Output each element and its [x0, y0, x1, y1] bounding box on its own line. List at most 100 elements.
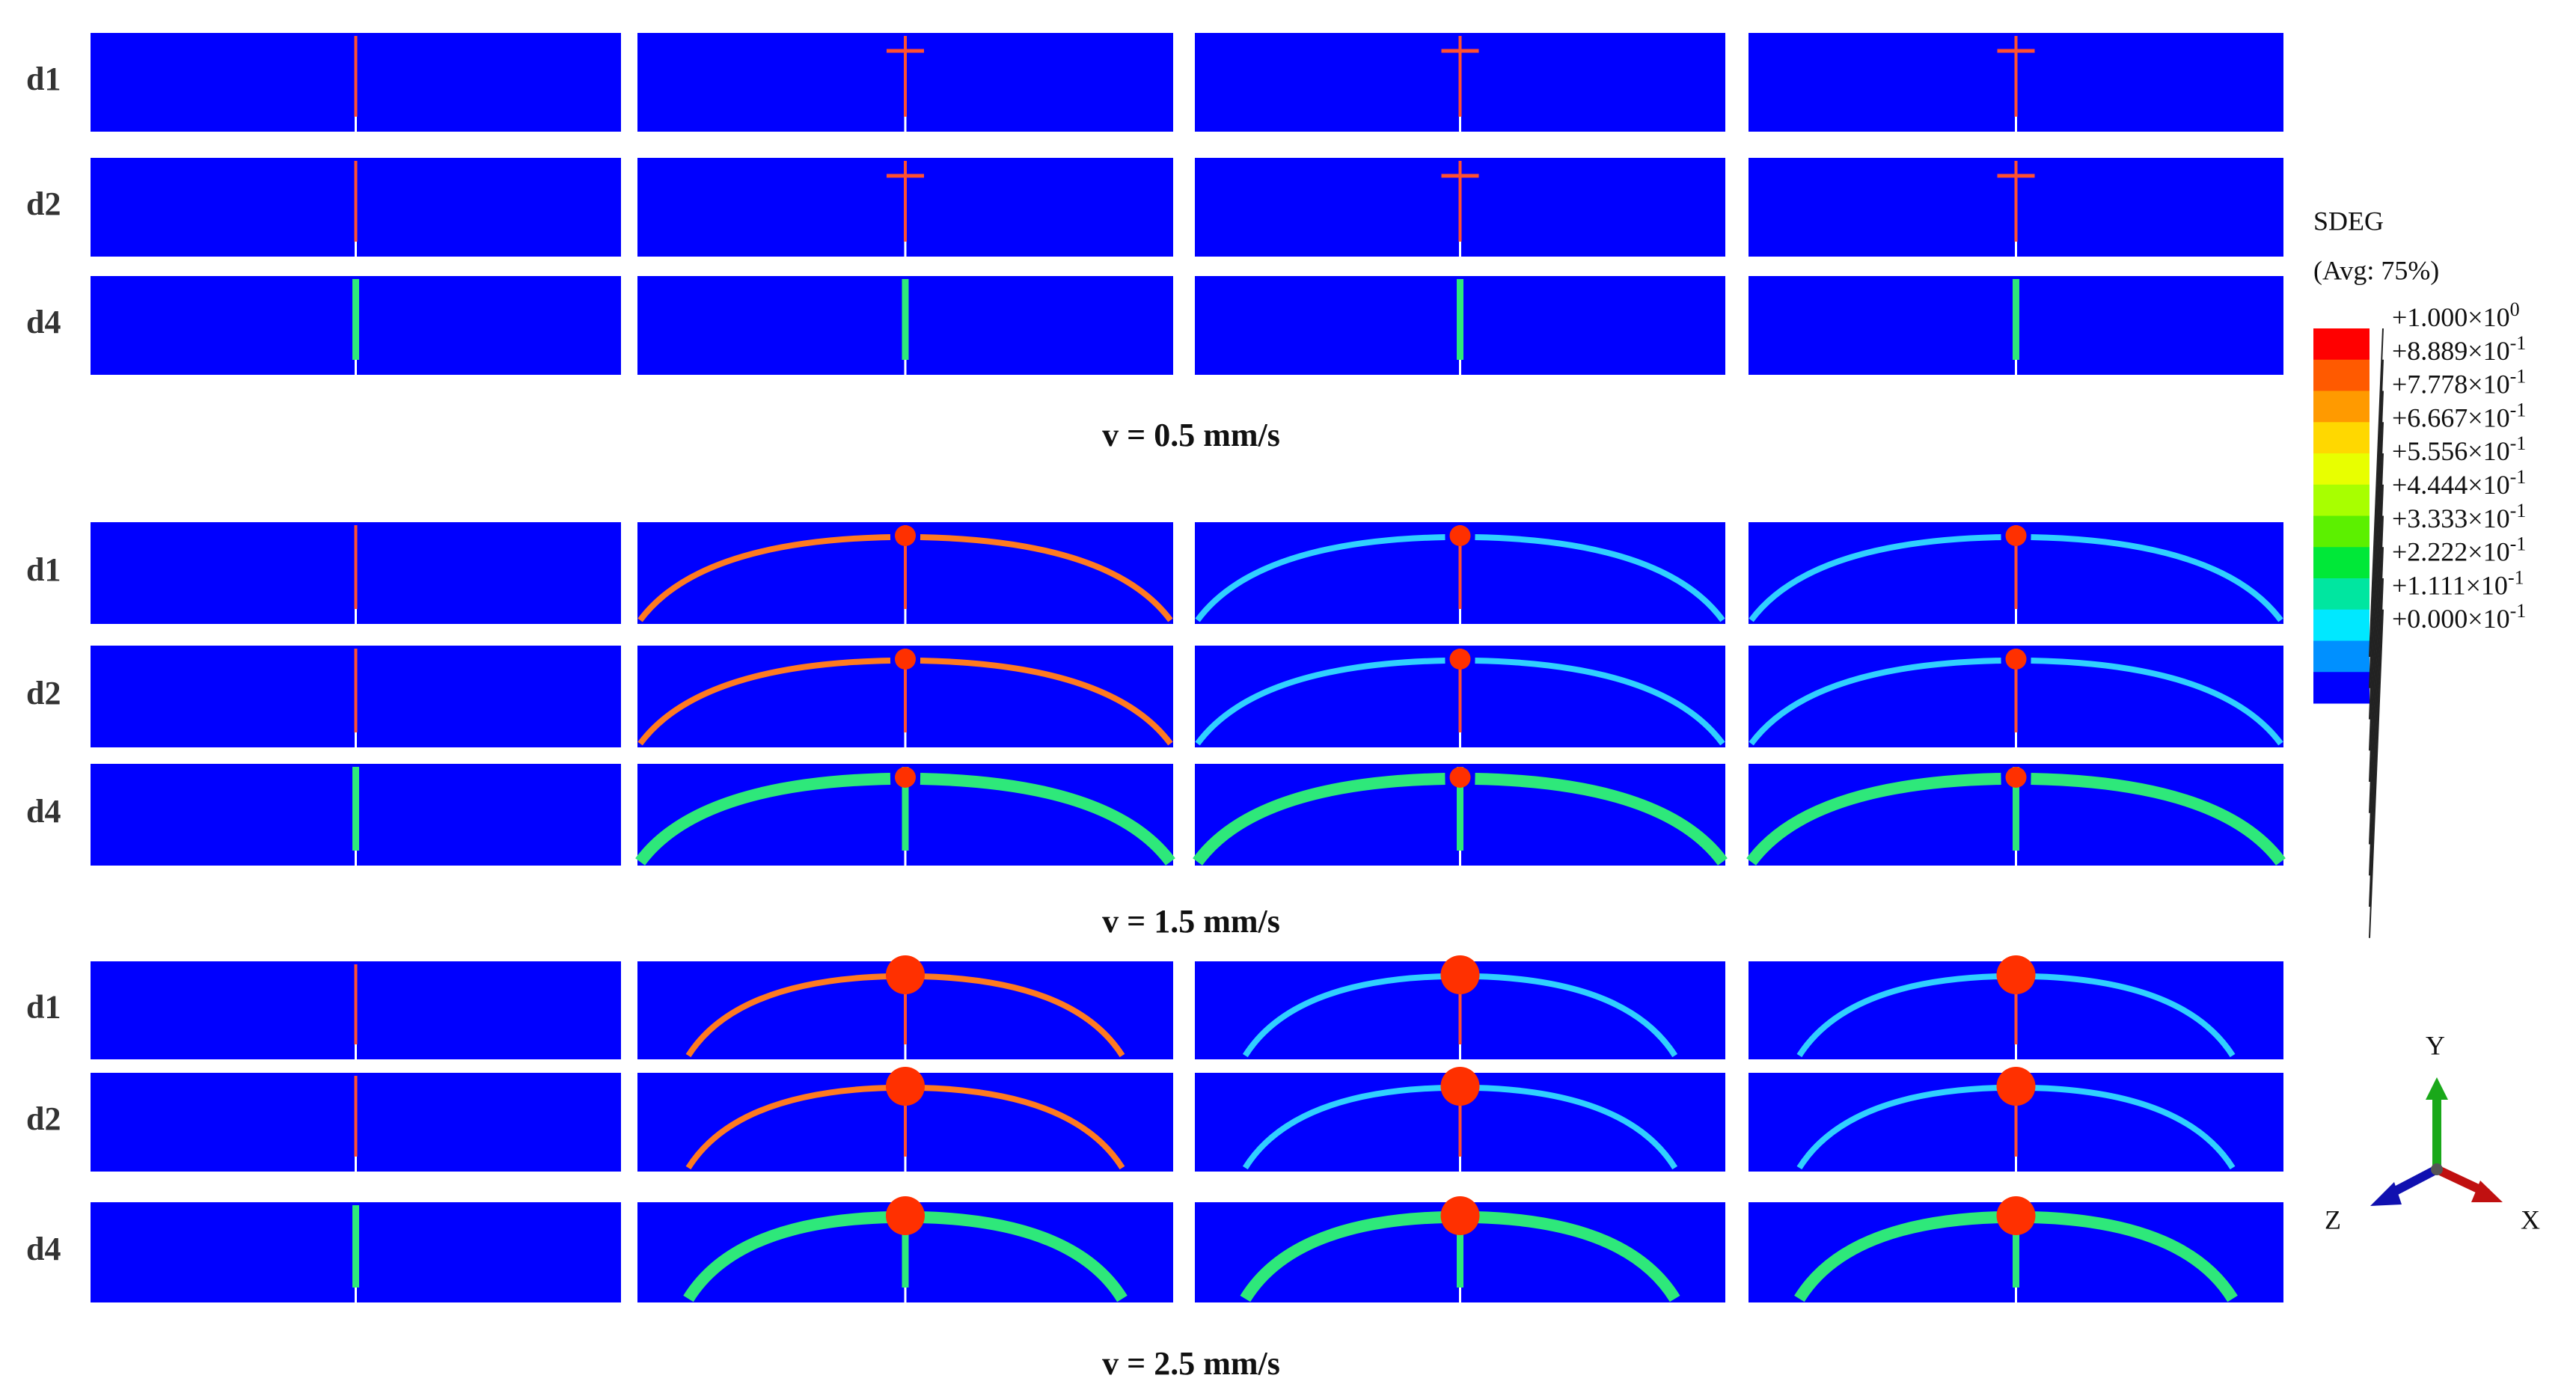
velocity-label: v = 2.5 mm/s — [1102, 1345, 1280, 1382]
damage-zone — [886, 955, 925, 994]
axis-z-label: Z — [2325, 1204, 2341, 1234]
axis-triad — [2370, 1077, 2503, 1206]
legend-label: +5.556×10-1 — [2392, 432, 2526, 466]
legend-label: +8.889×10-1 — [2392, 332, 2526, 366]
legend-exponent: -1 — [2510, 399, 2527, 420]
crack — [1195, 658, 1445, 746]
legend-swatch — [2313, 609, 2370, 641]
legend-mantissa: +1.000×10 — [2392, 302, 2510, 332]
legend-tick — [2369, 328, 2384, 658]
legend-exponent: -1 — [2510, 466, 2527, 488]
crack — [1475, 773, 1728, 866]
damage-zone — [1996, 955, 2036, 994]
legend-exponent: -1 — [2510, 500, 2527, 521]
legend-mantissa: +1.111×10 — [2392, 571, 2508, 601]
crack — [637, 534, 891, 622]
crack — [635, 773, 891, 866]
row-label: d4 — [26, 1231, 61, 1267]
crack — [2031, 973, 2236, 1058]
legend-tick — [2369, 453, 2384, 783]
crack — [2031, 1085, 2236, 1170]
crack — [2031, 534, 2283, 622]
legend-swatch — [2313, 328, 2370, 361]
row-label: d2 — [26, 675, 61, 711]
legend-tick — [2369, 484, 2384, 813]
legend-label: +1.111×10-1 — [2392, 566, 2524, 600]
crack — [1475, 973, 1678, 1058]
crack — [2031, 1211, 2238, 1302]
damage-zone — [2005, 649, 2027, 670]
crack — [685, 1085, 891, 1170]
legend-label: +2.222×10-1 — [2392, 533, 2526, 567]
row-label: d1 — [26, 989, 61, 1026]
legend-mantissa: +8.889×10 — [2392, 336, 2510, 366]
legend-label: +7.778×10-1 — [2392, 366, 2526, 399]
legend-swatch — [2313, 359, 2370, 391]
legend-label: +0.000×10-1 — [2392, 600, 2526, 634]
legend-tick — [2369, 547, 2384, 876]
crack — [920, 1211, 1128, 1302]
damage-zone — [895, 525, 916, 546]
crack — [1475, 1211, 1680, 1302]
damage-zone — [1996, 1067, 2036, 1106]
crack — [1242, 973, 1445, 1058]
crack — [1193, 773, 1445, 866]
legend-label: +3.333×10-1 — [2392, 500, 2526, 533]
damage-zone — [895, 767, 916, 788]
legend-tick — [2369, 609, 2384, 938]
crack — [2031, 773, 2286, 866]
damage-zone — [1440, 1067, 1480, 1106]
legend-exponent: -1 — [2510, 600, 2527, 622]
crack — [920, 534, 1173, 622]
crack — [1475, 1085, 1678, 1170]
damage-zone — [2005, 525, 2027, 546]
legend-subtitle: (Avg: 75%) — [2313, 255, 2439, 285]
damage-zone — [2005, 767, 2027, 788]
crack — [2031, 658, 2283, 746]
crack — [1749, 658, 2001, 746]
legend-swatch — [2313, 578, 2370, 610]
damage-zone — [886, 1067, 925, 1106]
legend-exponent: -1 — [2510, 432, 2527, 454]
damage-zone — [1449, 649, 1471, 670]
crack — [685, 973, 891, 1058]
legend-exponent: -1 — [2510, 332, 2527, 354]
legend-tick — [2369, 391, 2384, 720]
crack — [683, 1211, 891, 1302]
legend-swatch — [2313, 484, 2370, 516]
legend: +1.000×100+8.889×10-1+7.778×10-1+6.667×1… — [2313, 298, 2526, 938]
crack — [637, 658, 891, 746]
panels: d1 d2 d4 v = 0.5 mm/s d1 d2 d4 v = 1.5 mm/s d1 d2… — [26, 33, 2286, 1382]
damage-zone — [1440, 955, 1480, 994]
legend-swatch — [2313, 640, 2370, 673]
row-label: d4 — [26, 304, 61, 340]
row-label: d2 — [26, 186, 61, 222]
damage-zone — [1996, 1196, 2036, 1235]
damage-zone — [1449, 525, 1471, 546]
crack — [1746, 773, 2001, 866]
legend-swatch — [2313, 453, 2370, 486]
crack — [1475, 534, 1725, 622]
legend-title: SDEG — [2313, 206, 2384, 236]
legend-mantissa: +3.333×10 — [2392, 503, 2510, 533]
velocity-label: v = 0.5 mm/s — [1102, 417, 1280, 453]
crack — [1475, 658, 1725, 746]
crack — [1749, 534, 2001, 622]
legend-exponent: 0 — [2510, 298, 2520, 320]
crack — [920, 658, 1173, 746]
crack — [1242, 1085, 1445, 1170]
crack — [920, 773, 1175, 866]
legend-tick — [2369, 359, 2384, 688]
legend-mantissa: +2.222×10 — [2392, 537, 2510, 567]
row-label: d1 — [26, 61, 61, 97]
legend-exponent: -1 — [2510, 366, 2527, 388]
crack — [1796, 973, 2001, 1058]
legend-mantissa: +4.444×10 — [2392, 470, 2510, 500]
legend-swatch — [2313, 391, 2370, 423]
legend-swatch — [2313, 422, 2370, 454]
velocity-label: v = 1.5 mm/s — [1102, 903, 1280, 940]
crack — [1794, 1211, 2001, 1302]
legend-exponent: -1 — [2508, 566, 2524, 588]
legend-label: +1.000×100 — [2392, 298, 2520, 332]
damage-zone — [1449, 767, 1471, 788]
